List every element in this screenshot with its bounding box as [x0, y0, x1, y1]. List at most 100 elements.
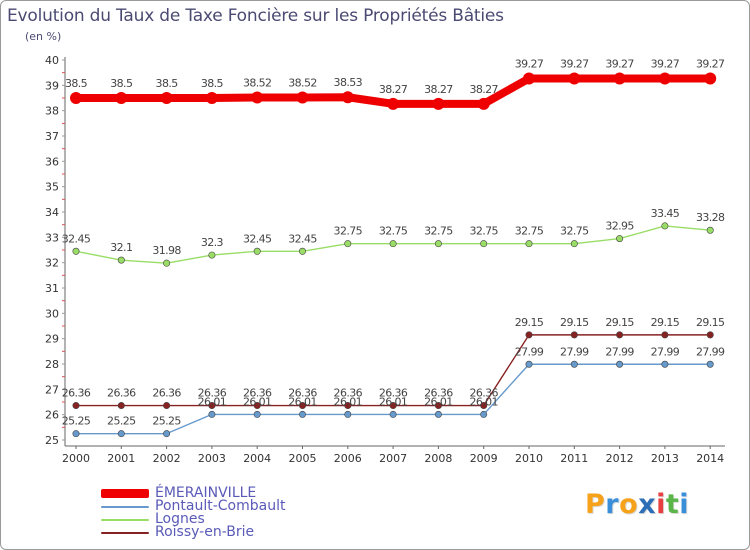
data-point: [706, 331, 714, 339]
legend-label: Roissy-en-Brie: [155, 524, 255, 540]
data-label: 29.15: [696, 316, 725, 329]
data-label: 26.01: [243, 395, 272, 408]
data-label: 26.36: [107, 387, 136, 400]
data-label: 38.27: [469, 83, 498, 96]
data-point: [117, 402, 125, 410]
data-point: [253, 410, 261, 418]
legend-label: Lognes: [155, 511, 205, 527]
data-point: [387, 97, 400, 110]
legend: ÉMERAINVILLE Pontault-Combault Lognes Roiss…: [101, 485, 286, 540]
data-label: 32.75: [334, 225, 363, 238]
data-label: 25.25: [152, 415, 181, 428]
data-label: 26.36: [469, 387, 498, 400]
data-point: [480, 402, 488, 410]
x-tick-label: 2008: [424, 452, 452, 465]
data-label: 26.36: [152, 387, 181, 400]
legend-label: ÉMERAINVILLE: [155, 485, 257, 501]
logo-letter: i: [656, 489, 666, 520]
data-point: [70, 92, 82, 104]
y-tick-label: 37: [45, 130, 59, 143]
x-tick-label: 2006: [334, 452, 362, 465]
y-tick-label: 34: [45, 206, 59, 219]
data-point: [661, 360, 669, 368]
data-point: [344, 410, 352, 418]
data-point: [525, 360, 533, 368]
data-label: 26.01: [469, 395, 498, 408]
data-label: 38.52: [243, 76, 272, 89]
y-tick-label: 39: [45, 79, 59, 92]
data-label: 38.5: [156, 77, 179, 90]
data-point: [570, 240, 578, 248]
data-point: [523, 72, 535, 85]
data-label: 33.45: [651, 207, 680, 220]
data-point: [389, 410, 397, 418]
legend-swatch: [101, 505, 149, 508]
y-tick-label: 28: [45, 358, 59, 371]
legend-item: ÉMERAINVILLE: [101, 485, 285, 501]
data-label: 26.01: [288, 395, 317, 408]
data-point: [661, 331, 669, 339]
legend-swatch: [101, 531, 149, 534]
data-point: [613, 72, 626, 85]
data-label: 26.01: [424, 395, 453, 408]
data-label: 39.27: [515, 57, 544, 70]
data-label: 33.28: [696, 211, 725, 224]
data-point: [568, 72, 581, 85]
data-label: 39.27: [605, 57, 634, 70]
data-label: 29.15: [605, 316, 634, 329]
data-label: 26.36: [379, 387, 408, 400]
data-point: [296, 91, 309, 104]
data-point: [72, 247, 80, 255]
data-point: [706, 226, 714, 234]
data-label: 32.75: [515, 225, 544, 238]
data-label: 32.75: [560, 225, 589, 238]
data-label: 39.27: [560, 57, 589, 70]
data-point: [525, 240, 533, 248]
data-point: [163, 259, 171, 267]
y-tick-label: 31: [45, 282, 59, 295]
data-point: [72, 430, 80, 438]
data-point: [160, 92, 173, 104]
data-point: [480, 240, 488, 248]
data-label: 38.5: [110, 77, 133, 90]
y-tick-label: 35: [45, 181, 59, 194]
data-label: 26.36: [424, 387, 453, 400]
data-label: 26.36: [198, 387, 227, 400]
x-tick-label: 2014: [696, 452, 724, 465]
data-label: 26.36: [62, 387, 91, 400]
x-tick-label: 2002: [153, 452, 181, 465]
y-tick-label: 25: [45, 434, 59, 447]
data-label: 32.1: [110, 241, 132, 254]
data-label: 32.75: [424, 225, 453, 238]
chart-title: Evolution du Taux de Taxe Foncière sur l…: [7, 6, 504, 26]
x-tick-label: 2013: [651, 452, 679, 465]
data-point: [434, 410, 442, 418]
data-point: [616, 235, 624, 243]
data-label: 29.15: [560, 316, 589, 329]
data-label: 38.5: [201, 77, 224, 90]
logo-letter: o: [619, 489, 639, 520]
legend-item: Lognes: [101, 511, 285, 527]
y-tick-label: 32: [45, 257, 59, 270]
data-label: 32.95: [605, 220, 634, 233]
data-label: 25.25: [107, 415, 136, 428]
data-label: 27.99: [696, 345, 725, 358]
x-tick-label: 2004: [243, 452, 271, 465]
data-point: [344, 402, 352, 410]
data-label: 32.45: [288, 232, 317, 245]
data-point: [389, 240, 397, 248]
logo-letter: i: [679, 489, 690, 520]
data-point: [253, 247, 261, 255]
x-tick-label: 2010: [515, 452, 543, 465]
data-point: [117, 430, 125, 438]
data-point: [525, 331, 533, 339]
data-point: [251, 91, 264, 104]
data-label: 32.45: [243, 232, 272, 245]
data-point: [341, 91, 354, 104]
y-tick-label: 40: [45, 54, 59, 67]
legend-label: Pontault-Combault: [155, 498, 286, 514]
data-label: 25.25: [62, 415, 91, 428]
legend-item: Pontault-Combault: [101, 498, 286, 514]
data-point: [658, 72, 671, 85]
